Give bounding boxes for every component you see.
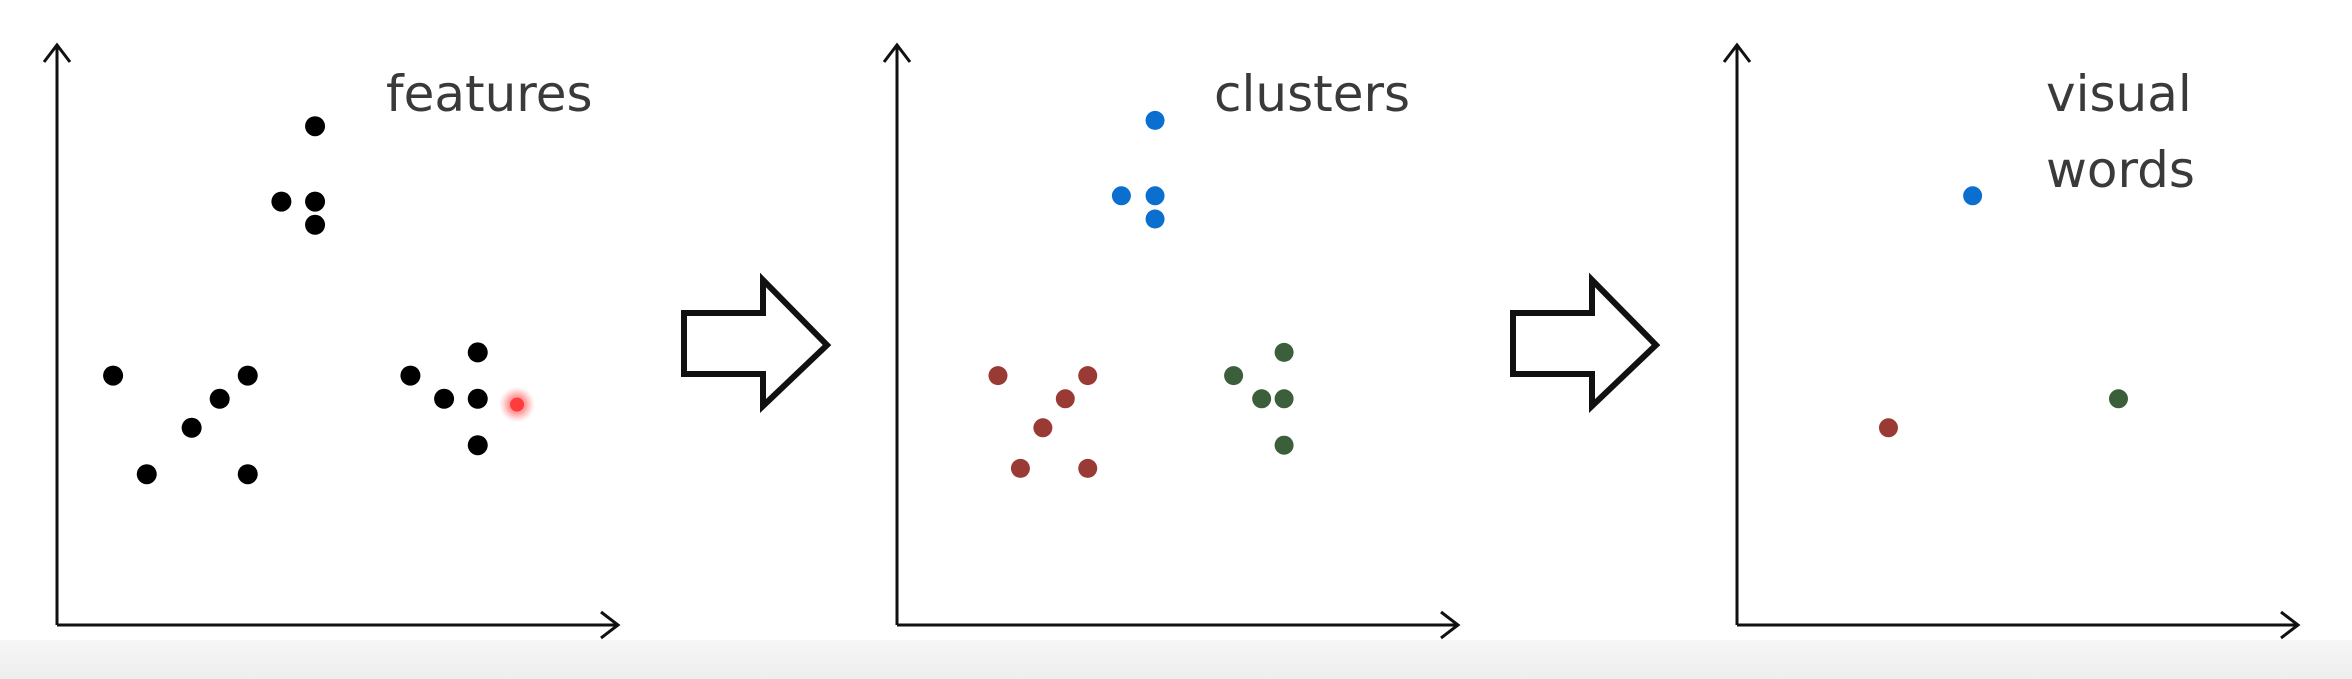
data-point-features-4 — [103, 365, 124, 386]
panel-features-label: features — [386, 65, 593, 123]
y-axis-arrowhead — [42, 42, 72, 63]
data-point-clusters-12 — [1252, 389, 1272, 409]
panel-visual-words-points — [1878, 186, 2128, 438]
data-point-features-7 — [181, 417, 202, 438]
data-point-features-3 — [305, 214, 326, 235]
data-point-features-5 — [237, 365, 258, 386]
data-point-features-14 — [467, 435, 488, 456]
bottom-band — [0, 640, 2352, 679]
data-point-clusters-7 — [1033, 418, 1053, 438]
panel-visual-words-label-line-2: words — [2046, 141, 2195, 199]
data-point-clusters-2 — [1145, 186, 1165, 206]
flow-arrow-2 — [1510, 272, 1661, 414]
data-point-features-10 — [400, 365, 421, 386]
data-point-clusters-4 — [988, 366, 1008, 386]
y-axis-arrowhead — [882, 42, 912, 63]
data-point-features-0 — [305, 116, 326, 137]
data-point-clusters-14 — [1274, 435, 1294, 455]
data-point-clusters-1 — [1111, 186, 1131, 206]
panel-clusters-label: clusters — [1214, 65, 1411, 123]
flow-arrow-1 — [681, 272, 832, 414]
data-point-clusters-3 — [1145, 209, 1165, 229]
data-point-clusters-9 — [1078, 458, 1098, 478]
x-axis-arrowhead — [2280, 610, 2301, 640]
data-point-clusters-6 — [1055, 389, 1075, 409]
data-point-clusters-0 — [1145, 110, 1165, 130]
data-point-visual-words-2 — [2108, 389, 2128, 409]
panel-visual-words-axes — [1722, 42, 2301, 640]
data-point-features-8 — [136, 464, 157, 485]
data-point-features-12 — [434, 388, 455, 409]
panel-clusters-axes — [882, 42, 1461, 640]
data-point-visual-words-1 — [1878, 418, 1898, 438]
data-point-features-1 — [271, 191, 292, 212]
data-point-clusters-10 — [1224, 366, 1244, 386]
x-axis-arrowhead — [600, 610, 621, 640]
data-point-clusters-13 — [1274, 389, 1294, 409]
data-point-features-9 — [237, 464, 258, 485]
panel-features-axes — [42, 42, 621, 640]
panel-clusters-points — [988, 110, 1294, 478]
data-point-features-11 — [467, 342, 488, 363]
y-axis-arrowhead — [1722, 42, 1752, 63]
data-point-clusters-8 — [1010, 458, 1030, 478]
data-point-visual-words-0 — [1963, 186, 1983, 206]
data-point-features-13 — [467, 388, 488, 409]
panel-features-points — [103, 116, 536, 485]
data-point-clusters-5 — [1078, 366, 1098, 386]
data-point-features-6 — [209, 388, 230, 409]
panel-visual-words-label-line-1: visual — [2046, 65, 2192, 123]
highlighted-point-features-15 — [510, 397, 525, 412]
data-point-clusters-11 — [1274, 342, 1294, 362]
x-axis-arrowhead — [1440, 610, 1461, 640]
data-point-features-2 — [305, 191, 326, 212]
